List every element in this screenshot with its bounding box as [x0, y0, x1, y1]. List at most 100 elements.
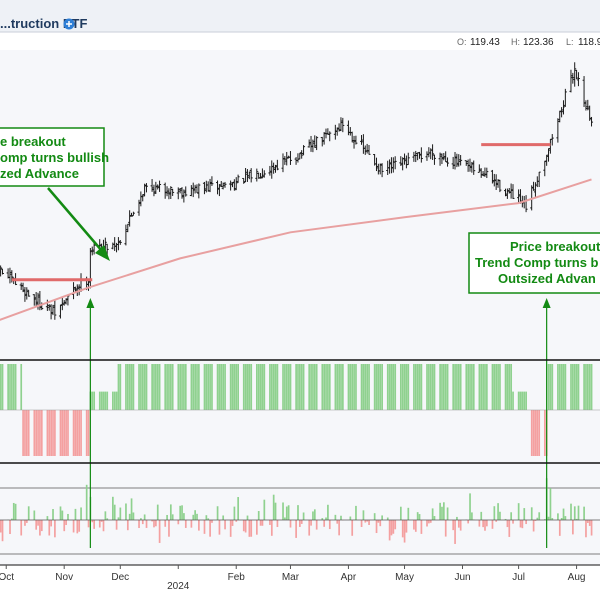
trend-bar [183, 364, 185, 410]
price-bar [393, 156, 397, 170]
trend-bar [386, 364, 389, 410]
price-bar [509, 183, 513, 199]
advance-bar [112, 496, 114, 520]
price-bar [154, 181, 158, 195]
trend-bar [302, 364, 305, 410]
trend-bar [171, 364, 174, 410]
trend-bar [168, 364, 170, 410]
price-bar [64, 298, 68, 305]
advance-bar [323, 520, 326, 527]
advance-bar [588, 520, 591, 526]
advance-bar [166, 514, 168, 520]
price-bar [446, 157, 450, 167]
advance-bar [558, 520, 561, 536]
ohlc-low-key: L: [566, 37, 574, 47]
trend-bar [209, 364, 211, 410]
price-bar [367, 145, 371, 155]
advance-bar [203, 520, 206, 534]
trend-bar [0, 364, 2, 410]
price-bar [576, 72, 580, 87]
trend-bar [22, 410, 24, 456]
advance-bar [439, 502, 441, 520]
trend-layer [0, 364, 600, 456]
advance-bar [27, 506, 30, 520]
advance-bar [321, 518, 324, 520]
advance-bar [495, 520, 498, 522]
plus-circle-icon[interactable] [63, 18, 75, 30]
advance-bar [480, 511, 483, 520]
advance-bar [572, 520, 574, 535]
price-bar [167, 188, 171, 200]
callout-left-box [0, 127, 105, 187]
trend-bar [164, 364, 167, 410]
trend-bar [270, 364, 273, 410]
advance-bar [130, 498, 133, 520]
advance-bar [459, 520, 462, 531]
trend-bar [76, 410, 79, 456]
price-bar [62, 299, 66, 306]
advance-bar [338, 520, 340, 536]
trend-bar [510, 364, 513, 410]
advance-layer [0, 478, 600, 555]
advance-bar [392, 520, 395, 534]
trend-bar [25, 410, 28, 456]
trend-bar [446, 364, 449, 410]
advance-bar [276, 520, 279, 527]
advance-bar [211, 520, 213, 523]
advance-bar [493, 506, 496, 520]
price-bar [260, 168, 264, 179]
callout-left: e breakout omp turns bullish zed Advance [0, 127, 109, 187]
trend-bar [429, 364, 432, 410]
trend-bar [586, 364, 589, 410]
price-bar [259, 173, 263, 179]
price-bar [21, 282, 25, 293]
trend-bar [276, 364, 279, 410]
advance-bar [274, 502, 277, 520]
trend-bar [390, 364, 393, 410]
price-bar [87, 279, 90, 291]
price-bar [490, 169, 494, 184]
trend-bar [413, 364, 415, 410]
advance-bar [428, 520, 430, 524]
advance-bar [585, 520, 587, 538]
trend-bar [325, 364, 327, 410]
trend-bar [538, 410, 541, 456]
advance-bar [564, 516, 567, 520]
price-bar [180, 187, 184, 199]
trend-bar [67, 410, 69, 456]
trend-bar [46, 410, 49, 456]
trend-bar [269, 364, 271, 410]
price-bar [182, 189, 186, 203]
advance-bar [65, 520, 67, 526]
trend-bar [497, 364, 499, 410]
advance-bar [431, 508, 434, 520]
trend-bar [132, 364, 135, 410]
advance-bar [205, 515, 208, 520]
advance-bar [169, 504, 172, 520]
advance-bar [177, 520, 180, 525]
advance-bar [517, 503, 520, 520]
trend-bar [52, 410, 54, 456]
price-bar [245, 169, 249, 182]
trend-bar [484, 364, 486, 410]
trend-bar [130, 364, 133, 410]
trend-bar [495, 364, 498, 410]
trend-bar [471, 364, 473, 410]
price-bar [432, 154, 436, 165]
advance-bar [523, 508, 526, 520]
trend-bar [112, 391, 114, 410]
advance-bar [360, 520, 363, 528]
price-bar [406, 152, 410, 166]
advance-bar [25, 520, 28, 523]
x-axis-tick-label: Aug [568, 572, 586, 583]
advance-bar [216, 506, 219, 520]
trend-bar [211, 364, 213, 410]
trend-bar [472, 364, 475, 410]
trend-bar [203, 364, 206, 410]
advance-bar [497, 503, 499, 520]
trend-bar [140, 364, 142, 410]
trend-bar [153, 364, 155, 410]
advance-bar [119, 507, 122, 520]
trend-bar [33, 410, 36, 456]
advance-bar [54, 520, 56, 538]
